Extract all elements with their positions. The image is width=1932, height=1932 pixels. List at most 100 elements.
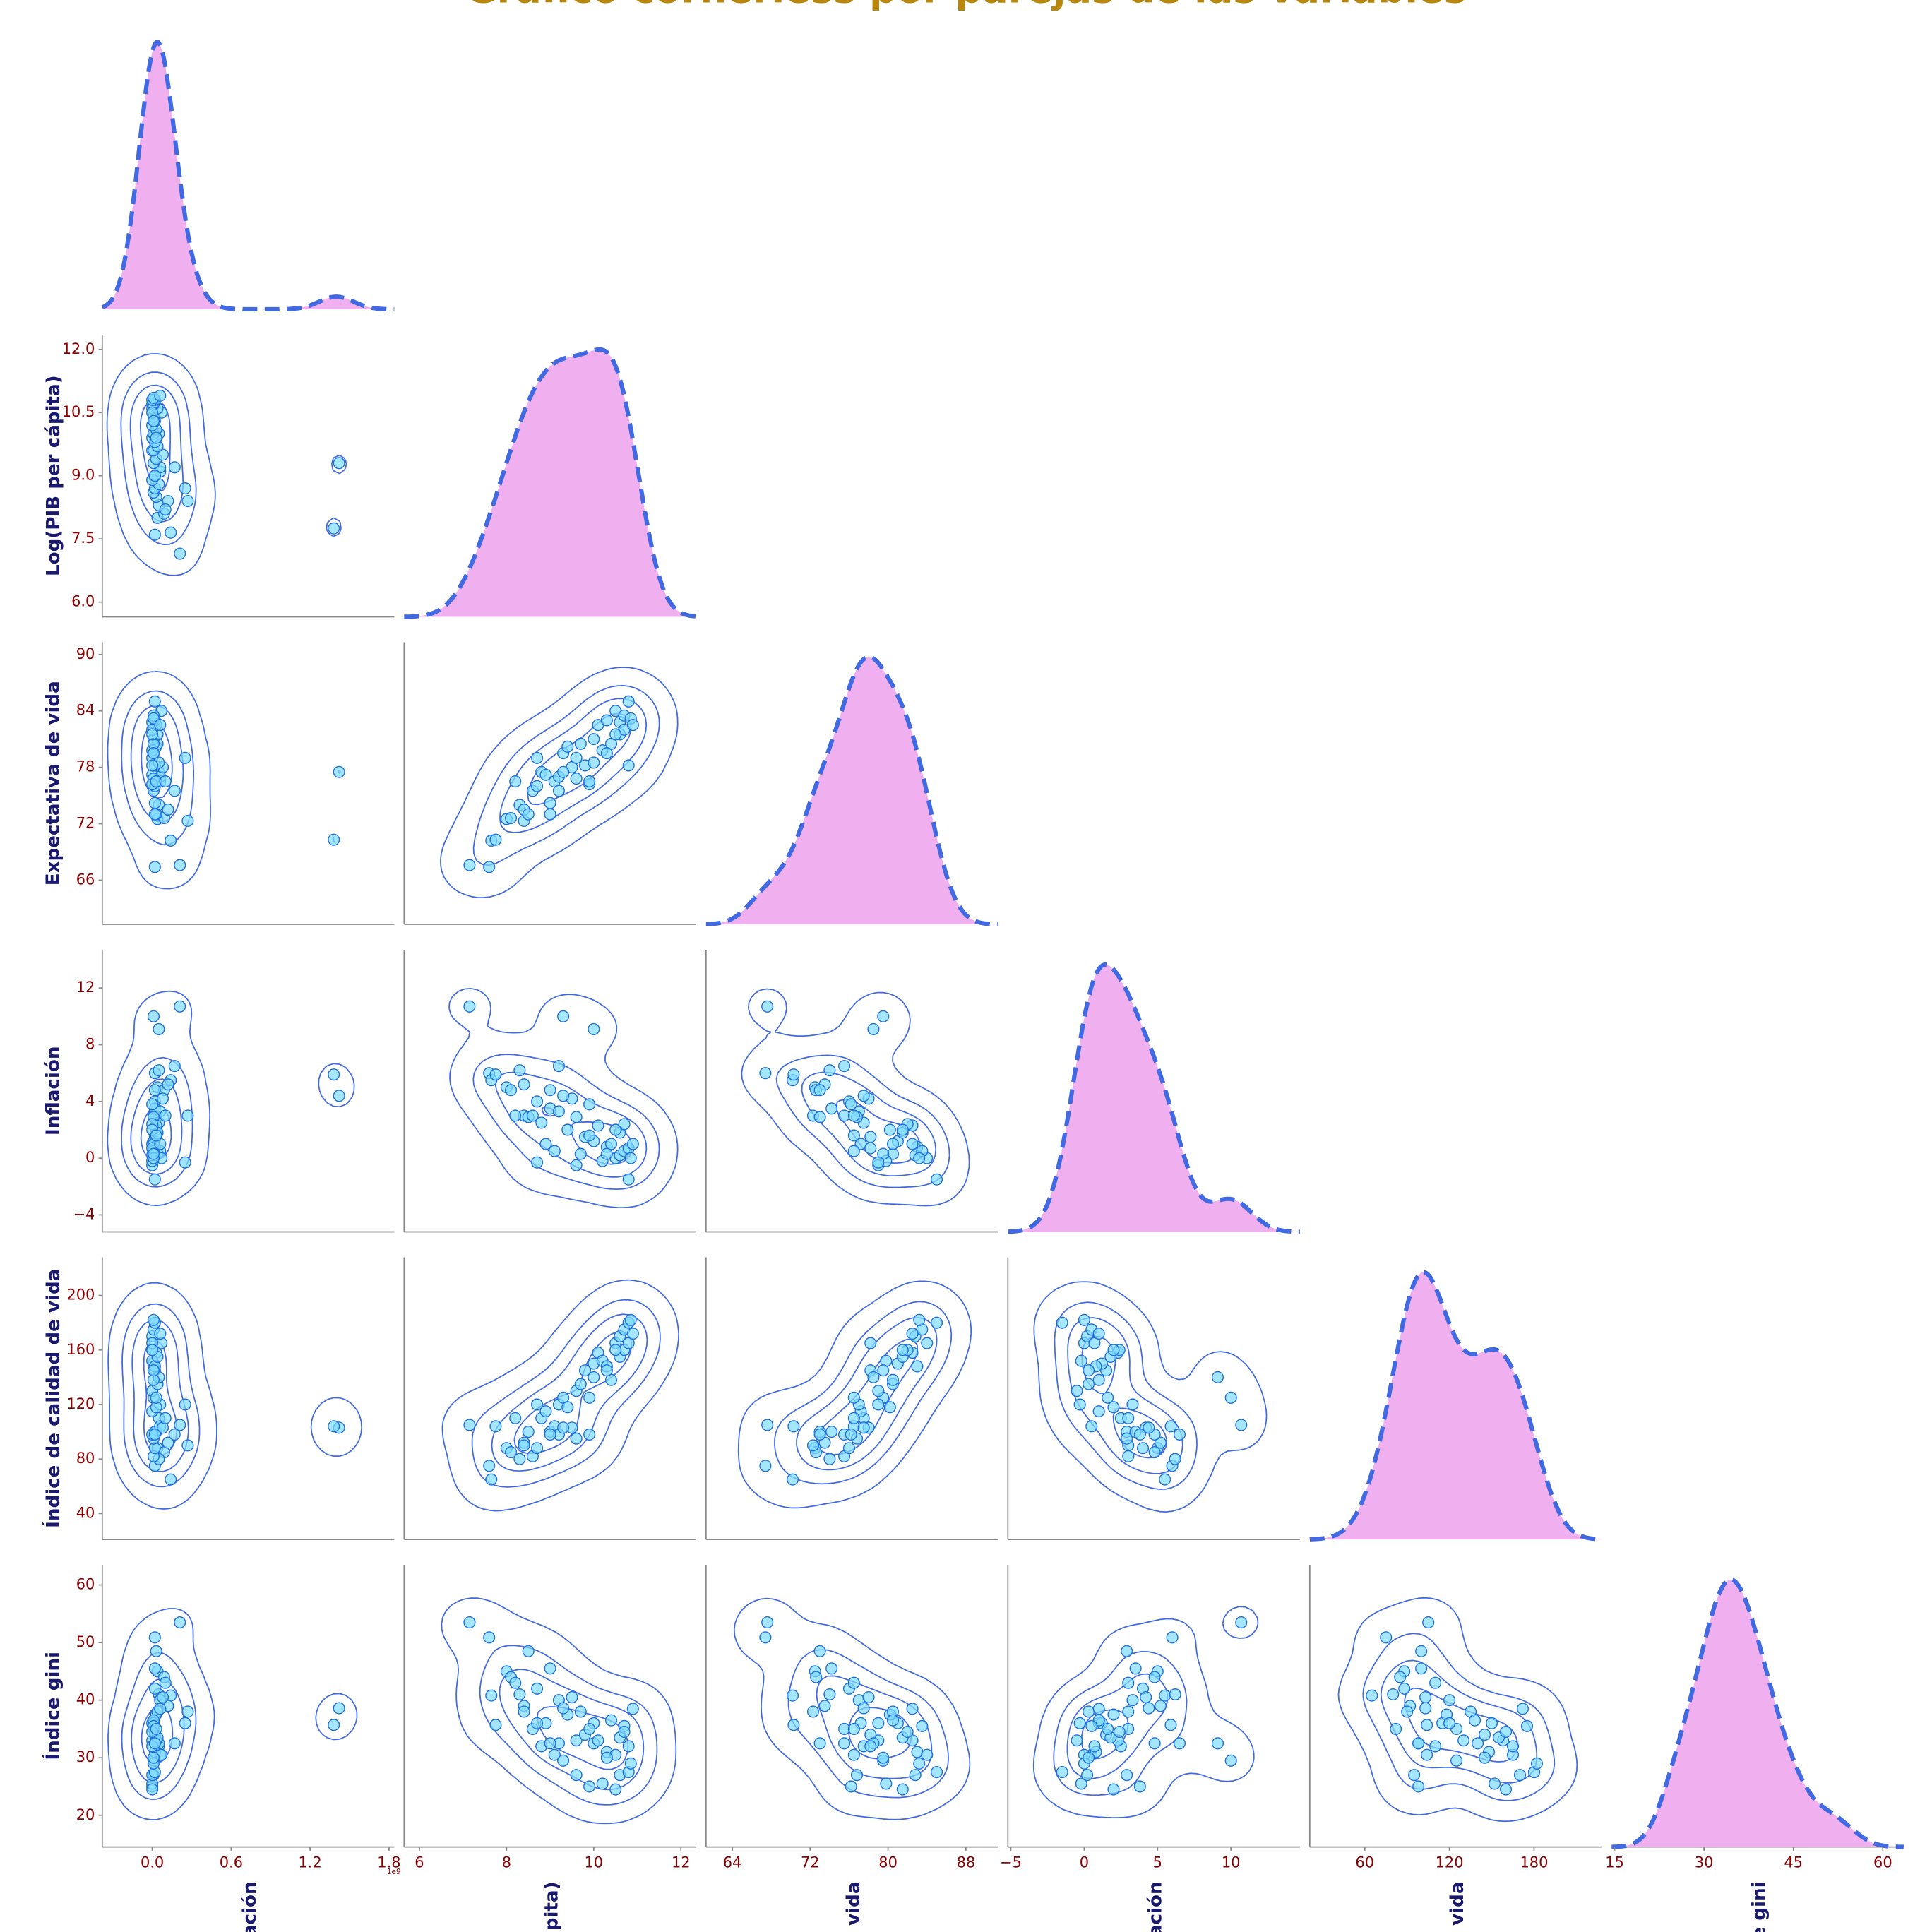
scatter-point	[618, 1725, 631, 1739]
scatter-point	[156, 1092, 169, 1105]
x-tick-label: 64	[723, 1854, 742, 1871]
scatter-point	[847, 1109, 860, 1122]
scatter-point	[504, 1445, 518, 1459]
y-tick-label: 40	[76, 1504, 95, 1521]
scatter-point	[1107, 1344, 1120, 1356]
scatter-point	[1159, 1473, 1171, 1486]
scatter-point	[159, 503, 172, 515]
scatter-point	[1421, 1748, 1433, 1761]
scatter-point	[604, 1714, 618, 1727]
scatter-point	[513, 1453, 526, 1465]
scatter-point	[1121, 1769, 1133, 1782]
scatter-point	[759, 1460, 772, 1472]
scatter-point	[825, 1662, 838, 1675]
scatter-point	[872, 1156, 885, 1169]
scatter-point	[901, 1725, 914, 1739]
scatter-point	[1083, 1751, 1095, 1764]
scatter-point	[165, 834, 177, 847]
scatter-point	[328, 1420, 340, 1433]
scatter-point	[583, 1391, 596, 1404]
x-tick-label: 5	[1153, 1854, 1162, 1871]
scatter-point	[1366, 1689, 1378, 1702]
scatter-point	[1133, 1780, 1146, 1793]
scatter-point	[1499, 1783, 1513, 1796]
scatter-point	[786, 1473, 799, 1486]
scatter-point	[1071, 1385, 1083, 1397]
scatter-point	[1073, 1398, 1086, 1411]
scatter-point	[1126, 1398, 1139, 1411]
kde-area	[1008, 964, 1300, 1232]
kde-contour	[107, 1608, 358, 1820]
scatter-point	[823, 1453, 836, 1465]
y-tick-label: 120	[66, 1395, 95, 1412]
scatter-point	[181, 814, 194, 828]
scatter-point	[622, 759, 635, 772]
scatter-point	[930, 1173, 943, 1186]
scatter-point	[578, 1364, 592, 1377]
scatter-point	[513, 1064, 526, 1077]
scatter-point	[786, 1689, 799, 1702]
scatter-point	[813, 1111, 826, 1123]
scatter-point	[624, 1152, 637, 1164]
x-tick-label: 1.8	[377, 1854, 400, 1871]
scatter-point	[896, 1123, 909, 1136]
y-tick-label: 12	[76, 979, 95, 996]
scatter-point	[1422, 1616, 1435, 1629]
scatter-point	[596, 1777, 609, 1790]
axis-offset-label: 1e9	[387, 1868, 401, 1876]
scatter-point	[823, 1688, 836, 1701]
scatter-point	[328, 522, 340, 535]
scatter-point	[148, 861, 161, 873]
scatter-point	[531, 780, 544, 792]
scatter-point	[1506, 1740, 1520, 1753]
scatter-point	[557, 1702, 570, 1715]
scatter-point	[813, 1428, 826, 1441]
y-tick-label: 84	[76, 702, 95, 719]
scatter-point	[609, 728, 622, 741]
scatter-point	[761, 1000, 774, 1013]
kde-contour	[107, 1282, 362, 1510]
scatter-point	[463, 1000, 476, 1013]
scatter-point	[328, 833, 340, 846]
scatter-point	[1169, 1453, 1181, 1465]
kde-contour	[741, 988, 970, 1207]
scatter-point	[1136, 1442, 1150, 1455]
scatter-point	[813, 1084, 826, 1097]
scatter-point	[877, 1751, 890, 1764]
scatter-point	[857, 1702, 870, 1715]
scatter-point	[509, 775, 522, 788]
scatter-point	[806, 1439, 820, 1452]
kde-contour	[1033, 1281, 1268, 1513]
scatter-point	[867, 1371, 880, 1383]
scatter-point	[531, 1156, 544, 1169]
scatter-point	[1390, 1722, 1402, 1735]
x-tick-label: 30	[1695, 1854, 1714, 1871]
scatter-point	[1429, 1740, 1442, 1753]
scatter-point	[877, 1010, 890, 1022]
scatter-point	[847, 1391, 860, 1404]
scatter-point	[626, 719, 639, 732]
scatter-point	[570, 773, 583, 785]
scatter-point	[1075, 1777, 1087, 1790]
scatter-point	[883, 1401, 896, 1414]
scatter-point	[1080, 1769, 1094, 1782]
scatter-point	[1085, 1420, 1098, 1433]
scatter-point	[570, 751, 583, 764]
scatter-point	[168, 1737, 181, 1750]
scatter-point	[1530, 1757, 1544, 1770]
scatter-point	[813, 1737, 826, 1750]
scatter-point	[609, 1783, 622, 1796]
scatter-point	[148, 1084, 161, 1097]
scatter-point	[535, 1116, 548, 1129]
scatter-point	[154, 1703, 167, 1715]
kde-curve	[1008, 962, 1300, 1234]
scatter-point	[600, 1751, 613, 1764]
scatter-point	[539, 768, 552, 781]
scatter-point	[1102, 1722, 1114, 1735]
scatter-point	[147, 747, 160, 760]
scatter-point	[1457, 1734, 1470, 1747]
scatter-point	[485, 1689, 498, 1702]
scatter-point	[626, 1703, 639, 1715]
scatter-point	[1107, 1783, 1120, 1796]
scatter-point	[624, 1757, 637, 1770]
